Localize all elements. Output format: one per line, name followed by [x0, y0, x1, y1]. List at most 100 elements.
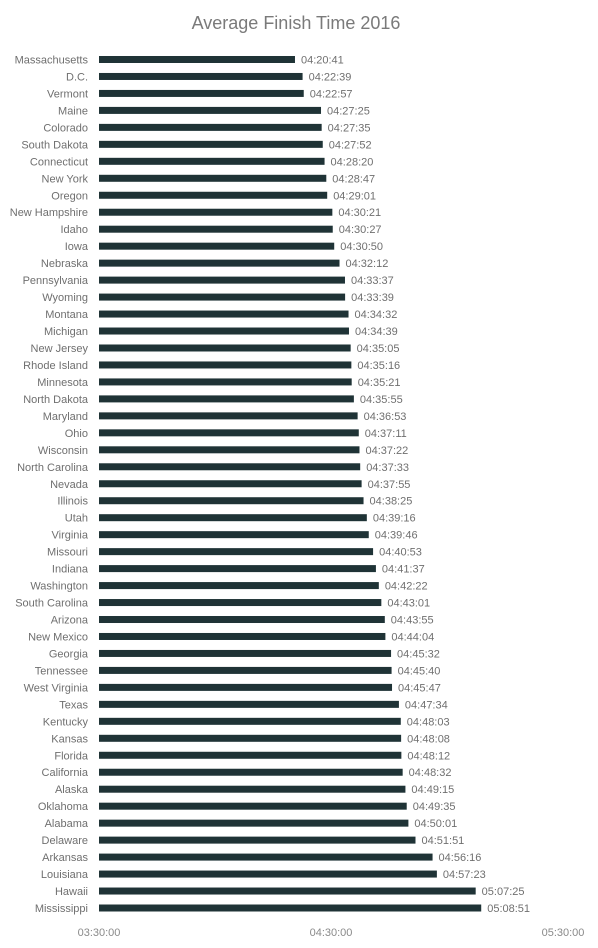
bar-washington [99, 582, 379, 590]
bar-iowa [99, 242, 335, 250]
category-label-alabama: Alabama [45, 818, 89, 830]
bar-oklahoma [99, 802, 407, 810]
bar-rhode-island [99, 361, 352, 369]
category-label-new-mexico: New Mexico [28, 631, 88, 643]
value-label-new-jersey: 04:35:05 [357, 343, 400, 355]
bar-vermont [99, 89, 304, 97]
value-label-arizona: 04:43:55 [391, 615, 434, 627]
value-label-nebraska: 04:32:12 [346, 258, 389, 270]
category-label-virginia: Virginia [52, 530, 89, 542]
bar-louisiana [99, 870, 437, 878]
value-label-oklahoma: 04:49:35 [413, 801, 456, 813]
category-label-illinois: Illinois [57, 496, 88, 508]
value-label-pennsylvania: 04:33:37 [351, 275, 394, 287]
category-label-mississippi: Mississippi [35, 903, 88, 915]
category-label-delaware: Delaware [42, 835, 88, 847]
value-label-alabama: 04:50:01 [414, 818, 457, 830]
bar-arkansas [99, 853, 433, 861]
category-label-pennsylvania: Pennsylvania [23, 275, 89, 287]
value-label-georgia: 04:45:32 [397, 648, 440, 660]
value-label-texas: 04:47:34 [405, 699, 448, 711]
category-label-north-carolina: North Carolina [17, 462, 89, 474]
bar-minnesota [99, 378, 352, 386]
category-label-new-jersey: New Jersey [31, 343, 89, 355]
bar-kentucky [99, 717, 401, 725]
value-label-arkansas: 04:56:16 [439, 852, 482, 864]
value-label-iowa: 04:30:50 [340, 241, 383, 253]
chart-title: Average Finish Time 2016 [192, 13, 401, 33]
value-label-florida: 04:48:12 [407, 750, 450, 762]
value-label-maryland: 04:36:53 [364, 411, 407, 423]
category-label-arizona: Arizona [51, 615, 89, 627]
value-label-vermont: 04:22:57 [310, 88, 353, 100]
category-label-vermont: Vermont [47, 88, 88, 100]
bar-new-york [99, 174, 327, 182]
bar-oregon [99, 191, 328, 199]
value-label-connecticut: 04:28:20 [331, 156, 374, 168]
category-label-nevada: Nevada [50, 479, 89, 491]
bar-maryland [99, 412, 358, 420]
category-label-washington: Washington [30, 581, 88, 593]
bar-kansas [99, 734, 402, 742]
bar-maine [99, 106, 322, 114]
category-label-new-york: New York [42, 173, 89, 185]
value-label-north-dakota: 04:35:55 [360, 394, 403, 406]
value-label-south-dakota: 04:27:52 [329, 139, 372, 151]
category-label-louisiana: Louisiana [41, 869, 89, 881]
category-label-hawaii: Hawaii [55, 886, 88, 898]
category-labels-group: Massachusetts D.C. Vermont Maine Colorado Sou… [10, 55, 89, 916]
value-label-michigan: 04:34:39 [355, 326, 398, 338]
value-label-indiana: 04:41:37 [382, 564, 425, 576]
value-label-maine: 04:27:25 [327, 105, 370, 117]
bar-d-c [99, 72, 303, 80]
value-label-idaho: 04:30:27 [339, 224, 382, 236]
value-label-kansas: 04:48:08 [407, 733, 450, 745]
bar-virginia [99, 531, 369, 539]
category-label-oregon: Oregon [51, 190, 88, 202]
value-label-new-york: 04:28:47 [332, 173, 375, 185]
bar-pennsylvania [99, 276, 345, 284]
bar-massachusetts [99, 56, 295, 63]
category-label-florida: Florida [54, 750, 89, 762]
bar-south-carolina [99, 599, 382, 607]
bar-illinois [99, 497, 364, 505]
category-label-maryland: Maryland [43, 411, 88, 423]
value-label-illinois: 04:38:25 [370, 496, 413, 508]
category-label-missouri: Missouri [47, 547, 88, 559]
value-label-missouri: 04:40:53 [379, 547, 422, 559]
bar-south-dakota [99, 140, 323, 148]
category-label-massachusetts: Massachusetts [15, 55, 89, 67]
value-label-new-hampshire: 04:30:21 [338, 207, 381, 219]
bar-indiana [99, 565, 376, 573]
category-label-montana: Montana [45, 309, 89, 321]
bar-arizona [99, 616, 385, 624]
category-label-south-dakota: South Dakota [21, 139, 89, 151]
bar-idaho [99, 225, 333, 233]
category-label-d-c: D.C. [66, 71, 88, 83]
category-label-utah: Utah [65, 513, 88, 525]
value-labels-group: 04:20:41 04:22:39 04:22:57 04:27:25 04:27:35… [301, 55, 530, 916]
category-label-new-hampshire: New Hampshire [10, 207, 88, 219]
bar-new-jersey [99, 344, 351, 352]
bar-alaska [99, 785, 406, 793]
bar-north-carolina [99, 463, 361, 471]
category-label-texas: Texas [59, 699, 88, 711]
category-label-nebraska: Nebraska [41, 258, 89, 270]
value-label-colorado: 04:27:35 [328, 122, 371, 134]
category-label-idaho: Idaho [60, 224, 88, 236]
category-label-rhode-island: Rhode Island [23, 360, 88, 372]
category-label-wyoming: Wyoming [42, 292, 88, 304]
value-label-wisconsin: 04:37:22 [365, 445, 408, 457]
value-label-south-carolina: 04:43:01 [387, 598, 430, 610]
category-label-south-carolina: South Carolina [15, 598, 89, 610]
bar-tennessee [99, 666, 392, 674]
value-label-hawaii: 05:07:25 [482, 886, 525, 898]
bar-missouri [99, 548, 374, 556]
value-label-virginia: 04:39:46 [375, 530, 418, 542]
value-label-d-c: 04:22:39 [309, 71, 352, 83]
bar-michigan [99, 327, 349, 335]
category-label-oklahoma: Oklahoma [38, 801, 89, 813]
value-label-oregon: 04:29:01 [333, 190, 376, 202]
value-label-utah: 04:39:16 [373, 513, 416, 525]
